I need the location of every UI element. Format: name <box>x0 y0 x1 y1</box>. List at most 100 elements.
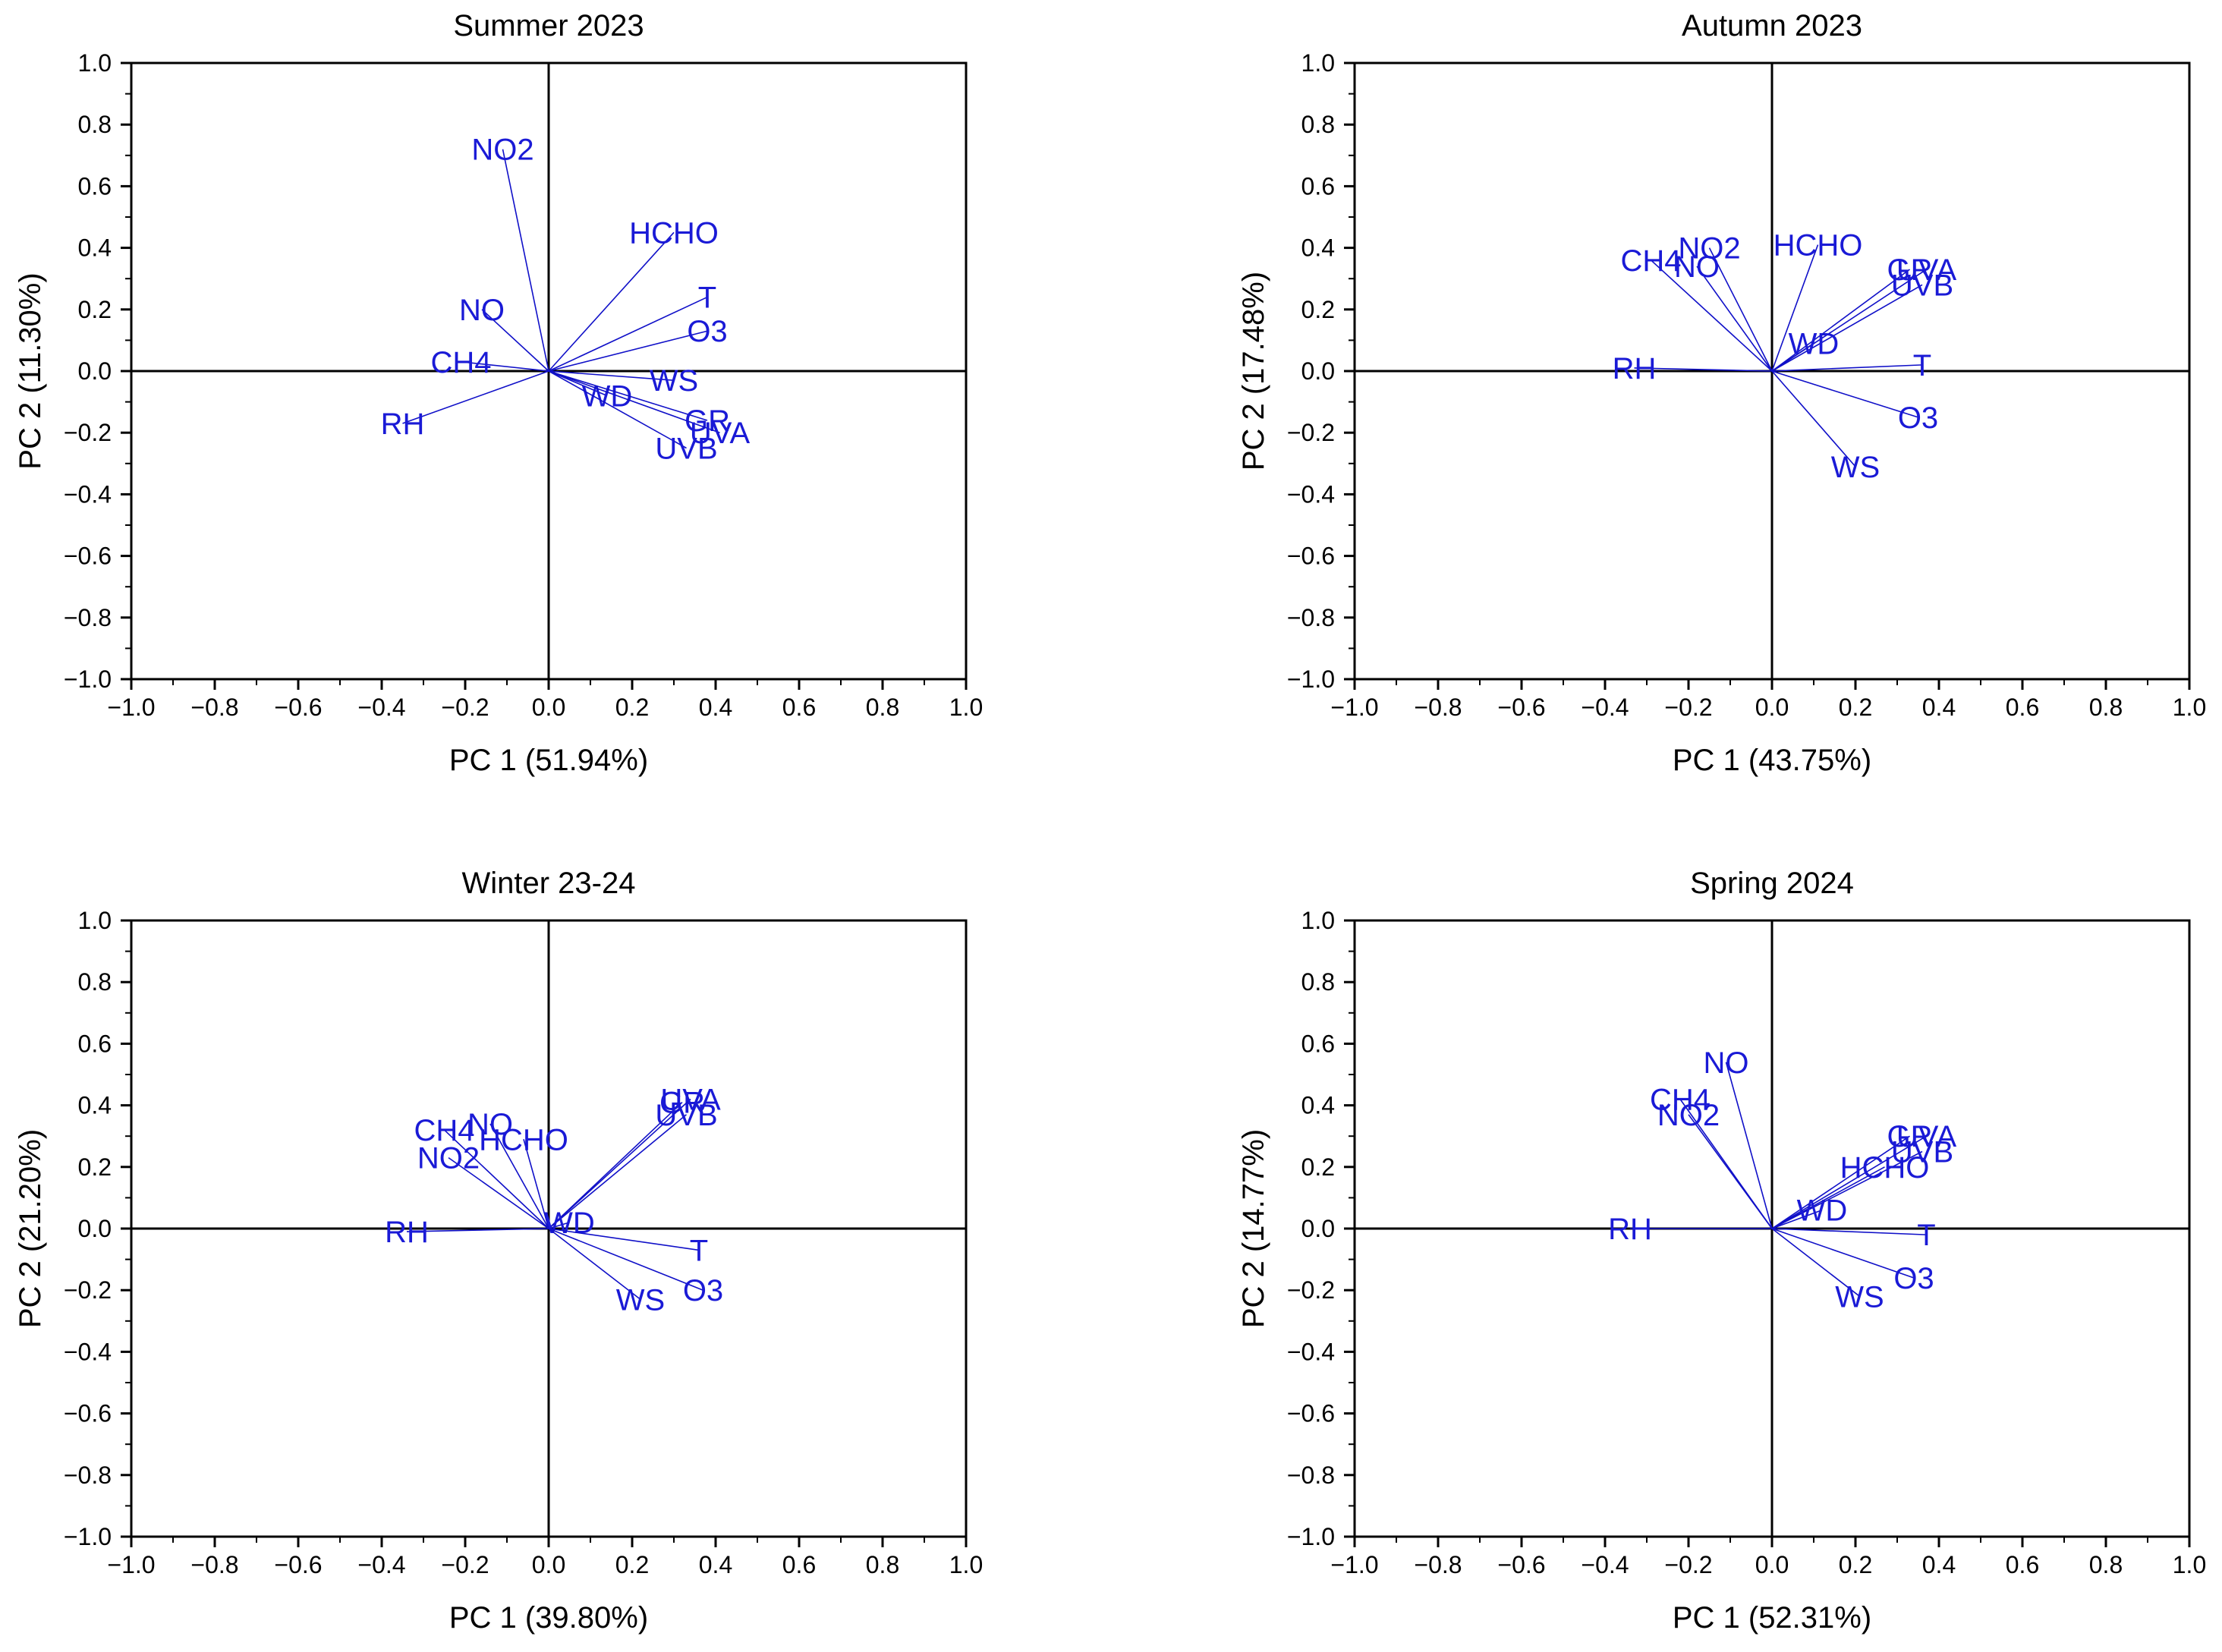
y-tick-label: 0.8 <box>78 968 112 996</box>
loading-label-no: NO <box>467 1108 513 1141</box>
y-tick-label: 0.6 <box>1301 1030 1335 1057</box>
x-tick-label: 0.2 <box>1839 1551 1872 1578</box>
y-tick-label: −0.4 <box>64 1338 112 1365</box>
y-tick-label: 0.4 <box>1301 1092 1335 1119</box>
x-tick-label: −0.4 <box>357 1551 405 1578</box>
loading-vector-t <box>548 1228 700 1251</box>
loading-vector-no <box>481 309 549 372</box>
x-tick-label: 1.0 <box>2173 694 2206 721</box>
loading-label-ws: WS <box>616 1283 665 1317</box>
y-tick-label: −0.4 <box>1287 1338 1335 1365</box>
loading-vector-hcho <box>523 1139 549 1229</box>
y-tick-label: −0.2 <box>1287 1276 1335 1304</box>
loading-label-hcho: HCHO <box>1774 229 1863 263</box>
y-tick-label: −0.2 <box>64 419 112 446</box>
loading-vector-gr <box>1771 269 1910 372</box>
x-tick-label: −0.2 <box>441 1551 489 1578</box>
y-tick-label: 0.2 <box>78 296 112 323</box>
y-tick-label: 0.0 <box>78 1215 112 1242</box>
y-tick-label: −0.2 <box>1287 419 1335 446</box>
loading-label-wd: WD <box>544 1207 595 1240</box>
loading-vector-rh <box>406 1228 549 1232</box>
loading-label-no: NO <box>1674 250 1720 284</box>
y-tick-label: 0.4 <box>78 234 112 262</box>
loading-vector-t <box>1771 1228 1927 1235</box>
loading-label-rh: RH <box>381 407 425 441</box>
loading-label-uva: UVA <box>660 1083 721 1116</box>
y-tick-label: 0.0 <box>1301 357 1335 385</box>
y-axis-label: PC 2 (11.30%) <box>14 272 47 469</box>
x-tick-label: −1.0 <box>1330 694 1378 721</box>
loading-label-ch4: CH4 <box>430 346 491 379</box>
x-tick-label: −0.8 <box>1414 1551 1462 1578</box>
x-tick-label: −1.0 <box>1330 1551 1378 1578</box>
loading-label-t: T <box>690 1234 708 1267</box>
y-tick-label: −0.4 <box>64 480 112 508</box>
loading-label-ws: WS <box>1835 1280 1884 1314</box>
loading-label-uvb: UVB <box>655 1099 717 1132</box>
y-axis-label: PC 2 (17.48%) <box>1237 272 1270 470</box>
x-tick-label: −0.2 <box>1664 1551 1712 1578</box>
x-tick-label: 0.0 <box>1755 694 1789 721</box>
y-tick-label: 0.8 <box>1301 968 1335 996</box>
x-tick-label: −0.8 <box>190 1551 238 1578</box>
x-tick-label: 0.8 <box>866 694 899 721</box>
x-tick-label: −0.8 <box>1414 694 1462 721</box>
x-tick-label: 0.0 <box>1755 1551 1789 1578</box>
y-tick-label: −1.0 <box>1287 666 1335 693</box>
loading-vector-ws <box>1771 370 1856 467</box>
loading-label-ch4: CH4 <box>1620 244 1681 278</box>
x-tick-label: −0.6 <box>1497 1551 1545 1578</box>
loading-vector-ws <box>1771 1228 1860 1297</box>
loading-vector-rh <box>1634 367 1773 372</box>
y-tick-label: 1.0 <box>78 907 112 934</box>
loading-vector-uvb <box>548 1114 688 1229</box>
x-tick-label: 0.4 <box>699 1551 732 1578</box>
y-tick-label: 0.6 <box>1301 172 1335 200</box>
x-tick-label: 0.6 <box>2006 1551 2039 1578</box>
loading-vector-ws <box>548 370 675 381</box>
y-tick-label: −0.6 <box>1287 1400 1335 1427</box>
x-tick-label: 0.2 <box>1839 694 1872 721</box>
y-tick-label: 0.2 <box>1301 296 1335 323</box>
loading-vector-ch4 <box>1650 260 1773 372</box>
loading-label-uva: UVA <box>1896 1120 1957 1153</box>
loading-vector-ch4 <box>443 1129 549 1229</box>
y-tick-label: 0.4 <box>78 1092 112 1119</box>
loading-label-o3: O3 <box>687 315 727 348</box>
loading-vector-uva <box>1771 1135 1927 1229</box>
loading-vector-no2 <box>1708 247 1773 372</box>
y-tick-label: −0.8 <box>64 1462 112 1489</box>
loading-vector-gr <box>548 370 708 421</box>
loading-vector-gr <box>1771 1135 1910 1229</box>
x-axis-label: PC 1 (39.80%) <box>449 1601 648 1635</box>
x-tick-label: 1.0 <box>949 694 983 721</box>
x-tick-label: −0.4 <box>357 694 405 721</box>
loading-vector-uvb <box>1771 1150 1923 1229</box>
loading-label-o3: O3 <box>683 1274 723 1307</box>
x-tick-label: 0.4 <box>1922 694 1956 721</box>
x-axis-label: PC 1 (52.31%) <box>1673 1601 1871 1635</box>
y-tick-label: −0.6 <box>64 1400 112 1427</box>
loading-label-rh: RH <box>1608 1213 1652 1246</box>
x-tick-label: 0.0 <box>532 694 565 721</box>
x-tick-label: 0.6 <box>782 694 816 721</box>
y-tick-label: 1.0 <box>1301 907 1335 934</box>
loading-label-rh: RH <box>1613 352 1657 385</box>
loading-vector-no <box>1696 266 1773 372</box>
y-tick-label: 0.8 <box>78 111 112 138</box>
loading-vector-wd <box>1771 342 1814 372</box>
loading-label-ws: WS <box>1831 451 1880 484</box>
loading-label-uva: UVA <box>690 417 751 450</box>
x-tick-label: −0.8 <box>190 694 238 721</box>
chart-title: Autumn 2023 <box>1682 9 1862 42</box>
loading-label-rh: RH <box>385 1216 429 1249</box>
chart-title: Winter 23-24 <box>462 867 636 900</box>
y-tick-label: −0.8 <box>64 604 112 631</box>
loading-label-no2: NO2 <box>471 134 533 167</box>
loading-vector-hcho <box>1771 244 1819 372</box>
loading-label-uva: UVA <box>1896 253 1957 287</box>
loading-label-uvb: UVB <box>655 433 717 466</box>
loading-vector-o3 <box>1771 1228 1915 1279</box>
